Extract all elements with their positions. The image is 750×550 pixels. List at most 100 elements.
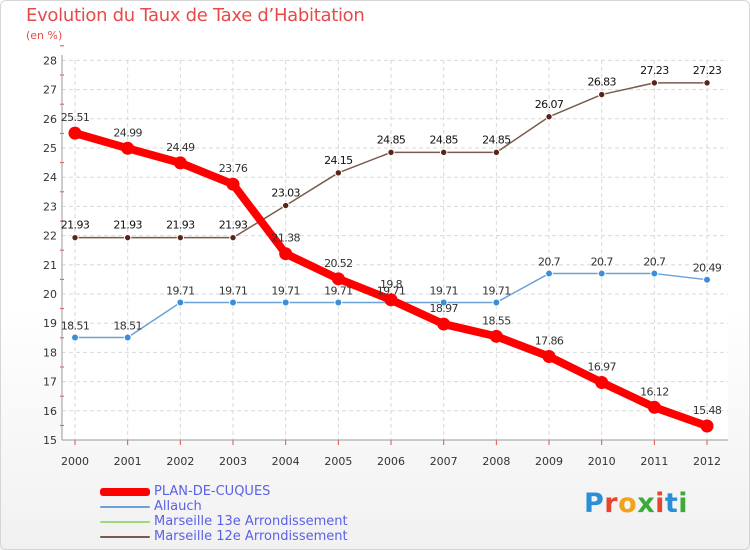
data-point (334, 298, 343, 307)
data-point (229, 233, 237, 242)
data-label: 24.85 (482, 133, 511, 146)
data-point (598, 90, 606, 99)
data-label: 15.48 (693, 404, 722, 417)
y-tick-label: 28 (43, 54, 57, 67)
axes: 15 16 17 18 19 20 21 22 23 24 25 26 27 28 2000 2001 2002… (43, 45, 728, 468)
y-tick-label: 22 (43, 230, 57, 243)
data-label: 19.71 (271, 284, 300, 297)
data-label: 20.7 (591, 256, 614, 269)
data-label: 18.51 (61, 320, 90, 333)
legend-swatch-allauch (100, 505, 150, 508)
x-tick-label: 2010 (588, 455, 616, 468)
x-tick-label: 2004 (272, 455, 300, 468)
data-label: 19.8 (380, 278, 403, 291)
data-point (595, 375, 609, 389)
legend-item-marseille-12e[interactable]: Marseille 12e Arrondissement (100, 529, 348, 544)
x-tick-label: 2002 (166, 455, 194, 468)
data-point (176, 233, 185, 242)
x-tick-label: 2012 (693, 455, 721, 468)
data-label: 21.38 (271, 232, 300, 245)
legend-label: PLAN-DE-CUQUES (154, 484, 271, 499)
logo-letter: P (584, 488, 605, 519)
data-point (334, 169, 343, 177)
y-tick-label: 19 (43, 317, 57, 330)
data-label: 21.93 (166, 219, 195, 232)
data-point (542, 349, 556, 363)
data-label: 18.51 (113, 320, 142, 333)
data-label: 24.85 (429, 133, 458, 146)
y-tick-label: 27 (43, 84, 57, 97)
data-point (437, 317, 451, 331)
data-label: 19.71 (429, 284, 458, 297)
legend: PLAN-DE-CUQUES Allauch Marseille 13e Arr… (100, 484, 348, 544)
data-label: 16.97 (587, 360, 616, 373)
x-tick-label: 2005 (324, 455, 352, 468)
y-tick-label: 23 (43, 200, 57, 213)
data-point (331, 272, 345, 286)
data-point (123, 333, 132, 342)
data-label: 21.93 (113, 219, 142, 232)
x-tick-label: 2006 (377, 455, 405, 468)
data-point (176, 298, 185, 307)
x-tick-label: 2011 (640, 455, 668, 468)
data-point (489, 329, 503, 343)
data-point (281, 298, 290, 307)
y-tick-label: 18 (43, 346, 57, 359)
data-point (703, 79, 711, 87)
data-label: 20.7 (643, 256, 666, 269)
series (68, 79, 714, 433)
grid (62, 59, 728, 441)
legend-item-plan-de-cuques[interactable]: PLAN-DE-CUQUES (100, 484, 348, 499)
data-point (279, 247, 293, 261)
data-point (492, 298, 501, 307)
data-label: 19.71 (482, 284, 511, 297)
x-tick-label: 2000 (61, 455, 89, 468)
data-label: 20.49 (693, 262, 722, 275)
legend-label: Marseille 13e Arrondissement (154, 514, 348, 529)
data-point (700, 419, 714, 433)
logo-letter: x (637, 488, 656, 519)
y-tick-label: 24 (43, 171, 57, 184)
data-label: 18.97 (429, 302, 458, 315)
legend-swatch-plan-de-cuques (100, 487, 150, 496)
data-point (226, 177, 240, 191)
logo-letter: r (604, 488, 619, 519)
data-point (387, 148, 395, 157)
data-label: 19.71 (219, 284, 248, 297)
data-point (647, 400, 661, 414)
data-label: 20.52 (324, 257, 353, 270)
data-label: 27.23 (640, 64, 669, 77)
y-tick-label: 15 (43, 434, 57, 447)
data-label: 23.76 (219, 162, 248, 175)
proxiti-logo: Proxiti (584, 488, 688, 519)
logo-letter: o (618, 488, 638, 519)
data-label: 20.7 (538, 256, 561, 269)
x-tick-label: 2009 (535, 455, 563, 468)
legend-item-marseille-13e[interactable]: Marseille 13e Arrondissement (100, 514, 348, 529)
x-tick-label: 2007 (430, 455, 458, 468)
logo-letter: i (655, 488, 665, 519)
data-point (384, 293, 398, 307)
data-labels: 21.93 21.93 21.93 21.93 23.03 24.15 24.85 24.85… (61, 64, 723, 417)
data-point (121, 141, 135, 155)
data-point (173, 156, 187, 170)
data-label: 24.99 (113, 126, 142, 139)
legend-item-allauch[interactable]: Allauch (100, 499, 348, 514)
data-label: 21.93 (219, 219, 248, 232)
data-label: 19.71 (377, 284, 406, 297)
y-tick-label: 25 (43, 142, 57, 155)
data-point (597, 269, 606, 278)
data-label: 24.49 (166, 141, 195, 154)
data-point (439, 298, 448, 307)
data-point (123, 233, 132, 242)
data-label: 23.03 (271, 187, 300, 200)
data-label: 27.23 (693, 64, 722, 77)
legend-label: Marseille 12e Arrondissement (154, 529, 348, 544)
legend-label: Allauch (154, 499, 202, 514)
data-point (545, 269, 554, 278)
data-point (71, 333, 79, 342)
logo-letter: i (678, 488, 689, 519)
data-point (68, 126, 82, 140)
data-label: 26.07 (535, 98, 564, 111)
data-label: 26.83 (587, 76, 616, 89)
